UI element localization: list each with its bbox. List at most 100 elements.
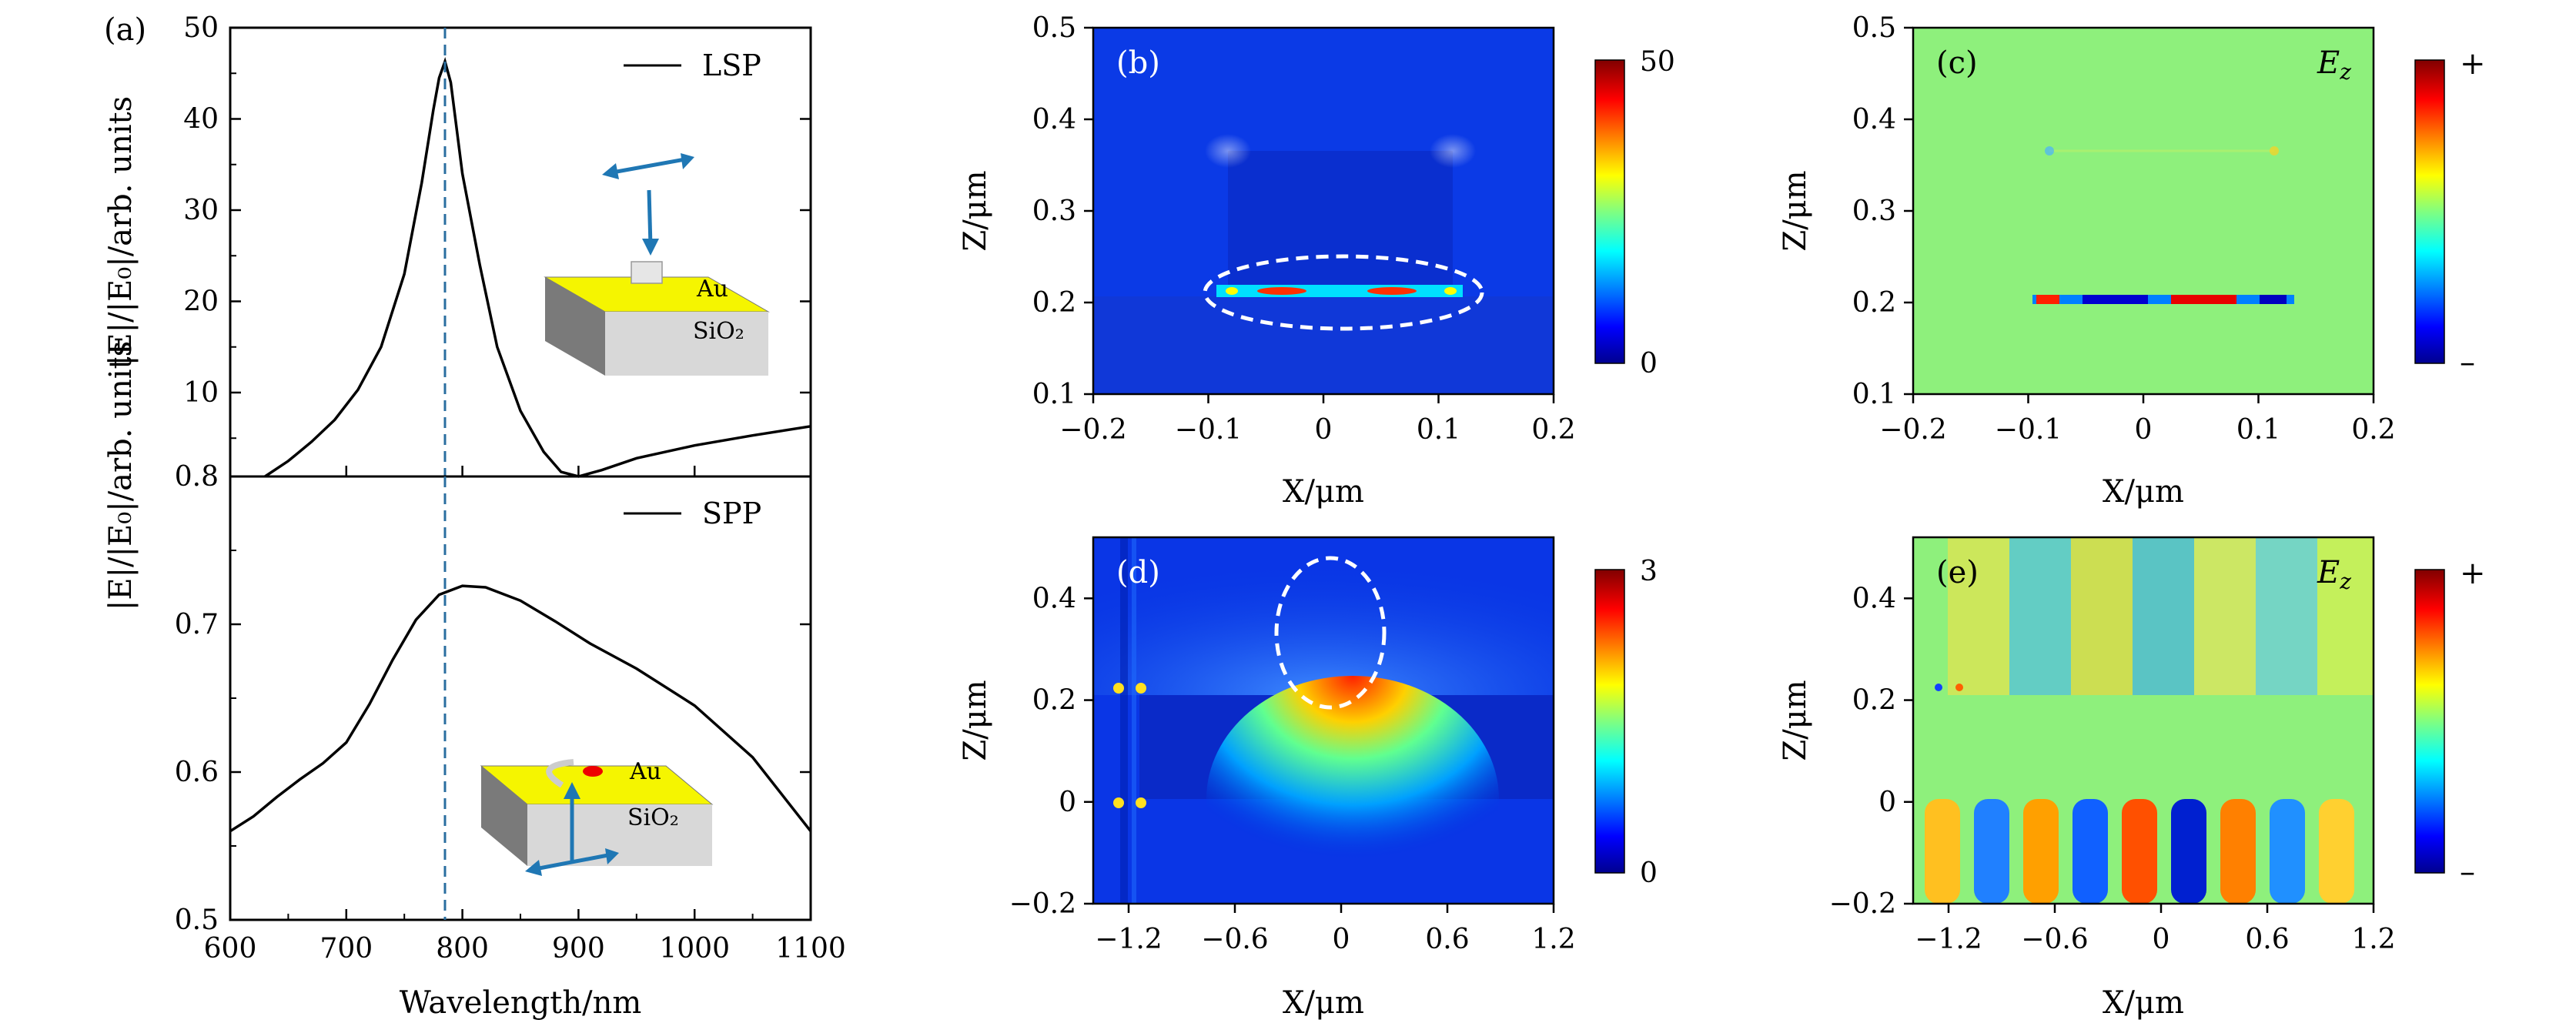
legend-label: SPP [702,496,761,530]
field-stripe [2256,537,2317,695]
x-tick-label: 1100 [775,933,846,964]
panel-a-top: 10 20 30 40 50 0.8 (a) LSP Au SiO₂ [104,12,812,493]
y-tick-label: 0.4 [1852,104,1896,135]
x-tick-label: 1.2 [2351,924,2395,955]
colorbar-max: 50 [1640,46,1675,78]
y-axis-label: Z/μm [958,680,993,761]
x-tick-label: −1.2 [1915,924,1982,955]
field-label: Ez [2317,45,2351,85]
x-tick-label: 1000 [659,933,730,964]
y-tick-label: 0.2 [1032,685,1076,717]
y-tick-label: 20 [183,286,219,317]
x-tick-label: 900 [552,933,605,964]
x-tick-label: 0 [2135,414,2153,446]
x-axis-label: X/μm [2103,474,2184,510]
upper-field-pattern [1948,537,2374,695]
y-tick-label: −0.2 [1829,888,1896,920]
gold-block [1228,151,1453,297]
x-tick-label: 600 [204,933,257,964]
x-tick-label: 0.1 [1417,414,1460,446]
x-tick-label: −0.2 [1059,414,1126,446]
x-axis-label: X/μm [1283,474,1364,510]
colorbar [2414,569,2445,874]
lower-field-pattern [1913,799,2374,904]
panel-label: (d) [1116,555,1160,590]
colorbar [1594,569,1625,874]
axis-ticks: −1.2 −0.6 0 0.6 1.2 −0.2 0 0.2 0.4 [1009,583,1576,955]
x-tick-label: 0.6 [1425,924,1469,955]
sio2-label: SiO₂ [627,804,679,831]
x-tick-label: 0 [1315,414,1333,446]
x-tick-label: −1.2 [1095,924,1162,955]
x-axis-label: Wavelength/nm [400,985,642,1021]
panel-a-bottom: 0.5 0.6 0.7 600 700 800 900 1000 1100 SPP Wavele… [103,341,846,1021]
y-tick-label: 0.3 [1852,196,1896,227]
x-tick-label: 0.1 [2236,414,2280,446]
au-label: Au [696,276,728,303]
y-tick-label: 0.2 [1852,287,1896,319]
x-axis-label: X/μm [1283,985,1364,1021]
y-axis-label: Z/μm [1778,170,1813,251]
field-stripe [2071,537,2133,695]
lsp-curve [264,56,811,478]
panel-label: (a) [104,12,146,48]
y-tick-label: 0.5 [1852,12,1896,44]
field-label: Ez [2317,555,2351,594]
panel-c: (c) Ez −0.2 −0.1 0 0.1 0.2 0.1 0.2 0.3 0.4 0.5 X/… [1778,12,2486,510]
colorbar-max: + [2460,556,2486,591]
field-stripe [1925,799,1960,904]
x-axis-label: X/μm [2103,985,2184,1021]
sio2-label: SiO₂ [693,318,744,345]
field-stripe [2171,799,2206,904]
x-tick-label: −0.1 [1995,414,2062,446]
y-axis-label: |E|/|E₀|/arb. units [103,341,139,610]
colorbar-min: 0 [1640,858,1658,889]
field-stripe [2319,799,2354,904]
colorbar [1594,59,1625,364]
x-tick-label: 0 [2153,924,2170,955]
highlight-ellipse [1274,556,1387,710]
field-stripe [2023,799,2059,904]
axis-ticks: −0.2 −0.1 0 0.1 0.2 0.1 0.2 0.3 0.4 0.5 [1032,12,1576,446]
y-tick-label: 0.4 [1852,583,1896,614]
y-tick-label: 0.4 [1032,104,1076,135]
field-stripe [2073,799,2108,904]
field-stripe [2194,537,2256,695]
y-tick-label: 0.2 [1032,287,1076,319]
y-tick-label: 0.5 [1032,12,1076,44]
y-tick-label: 0.6 [175,757,219,788]
field-stripe [1948,537,2009,695]
colorbar [2414,59,2445,364]
y-tick-label: 0 [1878,787,1896,818]
gold-film [1948,695,2374,799]
y-tick-label: 0.1 [1032,379,1076,410]
panel-label: (e) [1936,555,1979,590]
field-stripe [2122,799,2157,904]
colorbar-max: + [2460,46,2486,82]
highlight-ellipse [1203,254,1484,331]
panel-e: (e) Ez −1.2 −0.6 0 0.6 1.2 −0.2 0 0.2 0.4 X/μm Z… [1778,536,2486,1021]
y-tick-label: 0.5 [175,904,219,936]
field-stripe [1974,799,2009,904]
colorbar-min: 0 [1640,348,1658,379]
y-tick-label: 0.8 [175,461,219,493]
x-tick-label: 0 [1333,924,1350,955]
x-tick-label: −0.2 [1879,414,1946,446]
field-stripe [2220,799,2256,904]
panel-label: (b) [1116,45,1160,81]
x-tick-label: 0.6 [2245,924,2289,955]
colorbar-min: – [2460,854,2475,890]
x-tick-label: 700 [319,933,373,964]
x-tick-label: 800 [436,933,489,964]
field-stripe [2133,537,2194,695]
spp-inset-schematic: Au SiO₂ [480,758,714,876]
x-tick-label: −0.6 [2021,924,2088,955]
y-axis-label: Z/μm [958,170,993,251]
panel-label: (c) [1936,45,1978,81]
y-axis-label: Z/μm [1778,680,1813,761]
axis-ticks: −0.2 −0.1 0 0.1 0.2 0.1 0.2 0.3 0.4 0.5 [1852,12,2396,446]
field-stripe [2009,537,2071,695]
y-axis-ticks: 10 20 30 40 50 0.8 [175,12,811,493]
x-tick-label: 0.2 [2351,414,2395,446]
